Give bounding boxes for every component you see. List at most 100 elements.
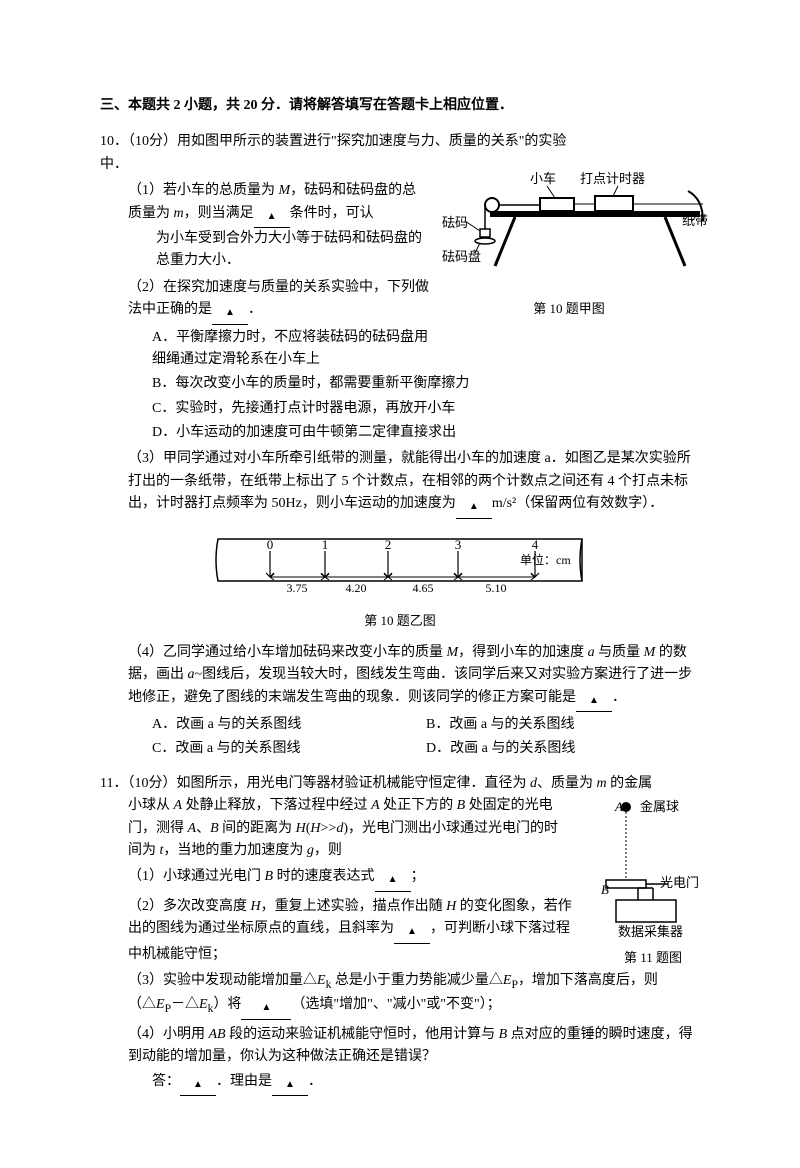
t: 条件时，可认 (290, 206, 374, 221)
t: （1）若小车的总质量为 (128, 183, 279, 198)
optB: B．改画 a 与的关系图线 (426, 714, 700, 736)
t: a (188, 667, 195, 682)
svg-text:2: 2 (385, 537, 392, 552)
t: ，则 (314, 843, 342, 858)
q10-p2: （2）在探究加速度与质量的关系实验中，下列做法中正确的是． (128, 277, 700, 325)
t: ，重复上述实验，描点作出随 (261, 899, 447, 914)
t: M (447, 645, 459, 660)
blank (254, 205, 290, 228)
q11-stem: 11．（10分）如图所示，用光电门等器材验证机械能守恒定律．直径为 d、质量为 … (100, 773, 700, 795)
t: 间为 (128, 843, 160, 858)
t: H (446, 899, 456, 914)
t: H (296, 821, 306, 836)
fig-10-yi-caption: 第 10 题乙图 (210, 611, 590, 632)
svg-text:4.65: 4.65 (413, 581, 434, 595)
blank (456, 495, 492, 518)
svg-text:4.20: 4.20 (346, 581, 367, 595)
blank (241, 996, 291, 1019)
q10-p4-opts2: C．改画 a 与的关系图线 D．改画 a 与的关系图线 (152, 738, 700, 760)
svg-text:A: A (614, 799, 623, 814)
t: ．理由是 (216, 1074, 272, 1089)
q10-p2C: C．实验时，先接通打点计时器电源，再放开小车 (152, 398, 700, 420)
svg-text:1: 1 (322, 537, 329, 552)
svg-text:5.10: 5.10 (486, 581, 507, 595)
t: 与质量 (595, 645, 644, 660)
t: －△ (171, 997, 199, 1012)
t: 总是小于重力势能减少量△ (331, 973, 503, 988)
t: E (199, 997, 208, 1012)
t: M (644, 645, 656, 660)
t: m (596, 776, 606, 791)
t: m/s²（保留两位有效数字）． (492, 496, 663, 511)
q10-p1: （1）若小车的总质量为 M，砝码和砝码盘的总质量为 m，则当满足条件时，可认 为… (128, 180, 700, 273)
t: （2）多次改变高度 (128, 899, 251, 914)
t: （2）在探究加速度与质量的关系实验中，下列做法中正确的是 (128, 280, 429, 317)
t: ，则当满足 (184, 206, 254, 221)
optD: D．改画 a 与的关系图线 (426, 738, 700, 760)
t: )，光电门测出小球通过光电门的时 (343, 821, 558, 836)
t: E (317, 973, 326, 988)
t: ． (612, 690, 626, 705)
t: H (310, 821, 320, 836)
t: d (530, 776, 537, 791)
t: 11．（10分）如图所示，用光电门等器材验证机械能守恒定律．直径为 (100, 776, 530, 791)
optA: A．改画 a 与的关系图线 (152, 714, 426, 736)
q11-p1: （1）小球通过光电门 B 时的速度表达式； (128, 866, 700, 891)
t: >> (321, 821, 337, 836)
t: E (156, 997, 165, 1012)
t: a (588, 645, 595, 660)
t: （4）小明用 (128, 1027, 209, 1042)
t: 门，测得 (128, 821, 188, 836)
t: 为小车受到合外力大小等于砝码和砝码盘的总重力大小． (156, 228, 430, 273)
blank (180, 1073, 216, 1096)
t: 处静止释放，下落过程中经过 (182, 798, 371, 813)
t: 、 (196, 821, 210, 836)
t: ）将 (213, 997, 241, 1012)
section-heading: 三、本题共 2 小题，共 20 分．请将解答填写在答题卡上相应位置． (100, 95, 700, 117)
q11-p3: （3）实验中发现动能增加量△Ek 总是小于重力势能减少量△EP，增加下落高度后，… (128, 970, 700, 1020)
t: g (307, 843, 314, 858)
blank (576, 689, 612, 712)
t: A (371, 798, 380, 813)
t: ． (248, 302, 262, 317)
q10-p2D: D．小车运动的加速度可由牛顿第二定律直接求出 (152, 422, 700, 444)
t: ，得到小车的加速度 (458, 645, 588, 660)
q11-p4: （4）小明用 AB 段的运动来验证机械能守恒时，他用计算与 B 点对应的重锤的瞬… (128, 1024, 700, 1069)
t: AB (209, 1027, 226, 1042)
t: ，当地的重力加速度为 (163, 843, 307, 858)
label-ball: 金属球 (640, 797, 679, 818)
t: （4）乙同学通过给小车增加砝码来改变小车的质量 (128, 645, 447, 660)
t: 的金属 (607, 776, 653, 791)
q10-p3: （3）甲同学通过对小车所牵引纸带的测量，就能得出小车的加速度 a．如图乙是某次实… (128, 448, 700, 518)
t: ； (411, 869, 425, 884)
t: 时的速度表达式 (273, 869, 375, 884)
q11-p2: （2）多次改变高度 H，重复上述实验，描点作出随 H 的变化图象，若作出的图线为… (128, 896, 700, 966)
svg-text:4: 4 (532, 537, 539, 552)
t: 、质量为 (537, 776, 597, 791)
optC: C．改画 a 与的关系图线 (152, 738, 426, 760)
figure-10-yi: 0 1 2 3 4 单位：cm 3.75 4.20 4.65 5.10 第 10… (210, 529, 590, 632)
q10-p4: （4）乙同学通过给小车增加砝码来改变小车的质量 M，得到小车的加速度 a 与质量… (128, 642, 700, 712)
t: ． (308, 1074, 322, 1089)
q10-p4-opts1: A．改画 a 与的关系图线 B．改画 a 与的关系图线 (152, 714, 700, 736)
svg-text:0: 0 (267, 537, 274, 552)
svg-text:3: 3 (455, 537, 462, 552)
problem-10: 10．（10分）用如图甲所示的装置进行"探究加速度与力、质量的关系"的实验 中．… (100, 131, 700, 760)
svg-text:3.75: 3.75 (287, 581, 308, 595)
t: B (265, 869, 274, 884)
blank (394, 920, 430, 943)
t: 处正下方的 (380, 798, 457, 813)
svg-text:单位：cm: 单位：cm (520, 552, 571, 567)
t: m (174, 206, 184, 221)
q10-p2B: B．每次改变小车的质量时，都需要重新平衡摩擦力 (152, 373, 700, 395)
blank (375, 868, 411, 891)
t: B (499, 1027, 508, 1042)
t: （3）实验中发现动能增加量△ (128, 973, 317, 988)
t: 小球从 (128, 798, 174, 813)
t: 答： (152, 1074, 180, 1089)
t: 处固定的光电 (465, 798, 553, 813)
t: M (279, 183, 291, 198)
t: H (251, 899, 261, 914)
blank (272, 1073, 308, 1096)
q10-stem1: 10．（10分）用如图甲所示的装置进行"探究加速度与力、质量的关系"的实验 (100, 131, 700, 153)
